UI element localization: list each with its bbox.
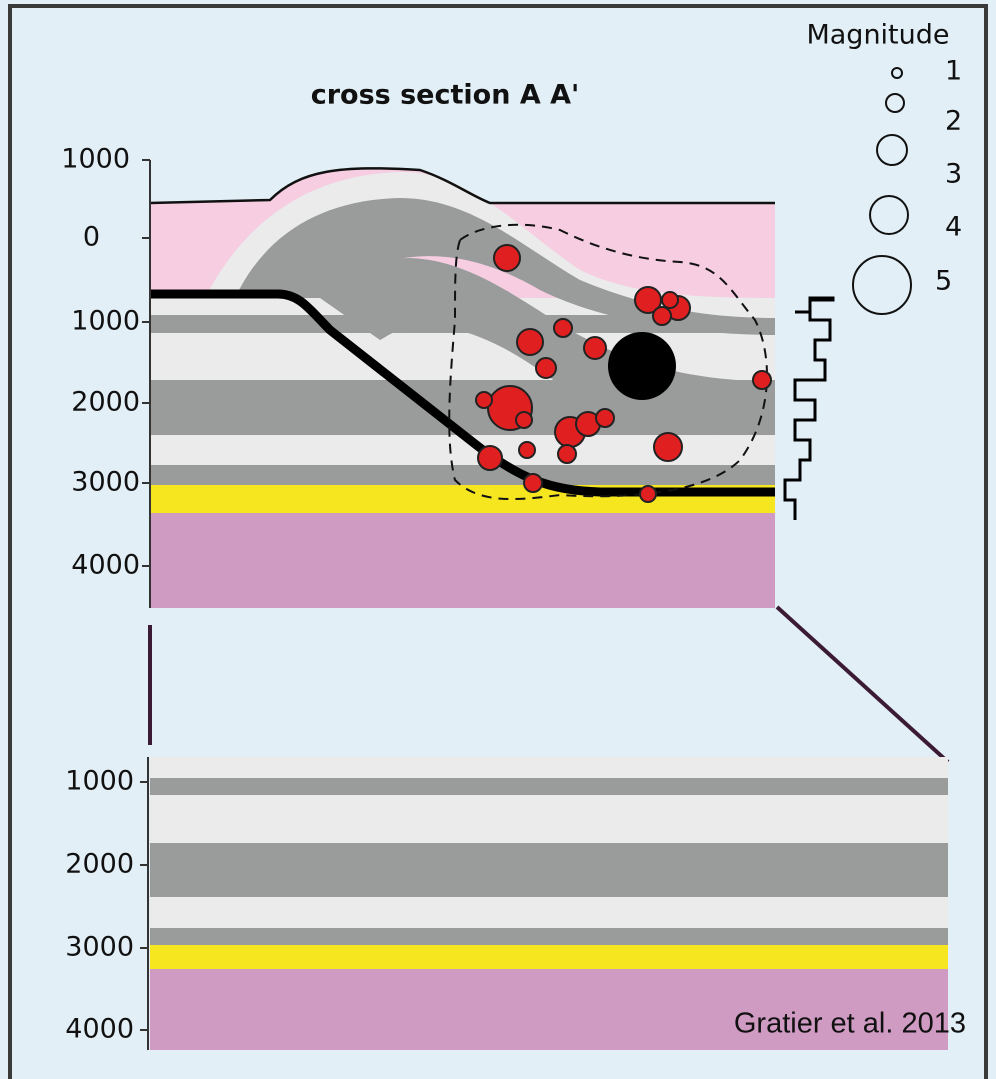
legend-label: 5 — [935, 266, 952, 297]
tick-label: 2000 — [71, 387, 140, 418]
tick-label: 4000 — [65, 1014, 134, 1045]
tick-label: 2000 — [65, 849, 134, 880]
tick-label: 0 — [83, 222, 100, 253]
tick-label: 1000 — [71, 306, 140, 337]
figure: cross section A A' 1000 0 1000 2000 3000… — [0, 0, 996, 1079]
tick-label: 3000 — [71, 467, 140, 498]
legend-label: 1 — [945, 56, 962, 87]
lower-section — [140, 757, 948, 1050]
upper-section — [142, 160, 833, 608]
credit: Gratier et al. 2013 — [734, 1008, 966, 1040]
legend-label: 3 — [945, 159, 962, 190]
tick-label: 4000 — [71, 550, 140, 581]
tick-label: 1000 — [65, 766, 134, 797]
tick-label: 3000 — [65, 932, 134, 963]
legend-title: Magnitude — [806, 20, 949, 51]
legend-label: 2 — [945, 106, 962, 137]
title: cross section A A' — [311, 80, 580, 111]
legend-label: 4 — [945, 212, 962, 243]
tick-label: 1000 — [61, 144, 130, 175]
